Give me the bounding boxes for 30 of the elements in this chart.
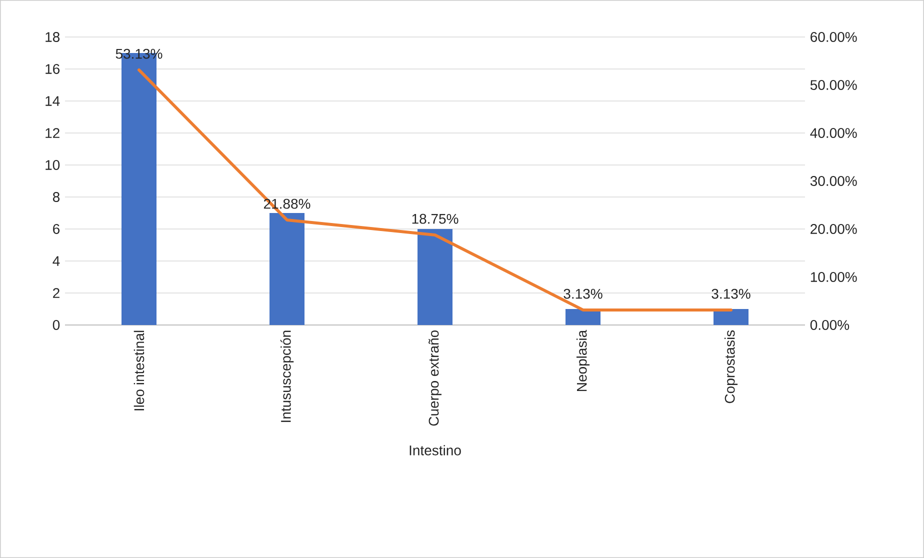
y-tick-label: 16 xyxy=(46,64,60,74)
y-tick-label: 14 xyxy=(46,96,60,106)
y2-tick-label: 40.00% xyxy=(810,128,857,138)
y-tick-label: 6 xyxy=(53,224,60,234)
x-tick-label: Coprostasis xyxy=(724,330,738,404)
x-tick-label: Ileo intestinal xyxy=(134,330,144,410)
y-tick-label: 0 xyxy=(52,320,60,330)
y-tick-label: 8 xyxy=(52,192,60,202)
y-tick-label: 12 xyxy=(46,128,60,138)
bar xyxy=(270,213,305,325)
y-tick-label: 18 xyxy=(46,32,60,42)
x-tick-label: Neoplasia xyxy=(576,330,590,391)
y2-tick-label: 60.00% xyxy=(810,32,857,42)
bar xyxy=(418,229,453,325)
data-label: 3.13% xyxy=(712,288,750,299)
x-axis-title: Intestino xyxy=(410,445,461,456)
data-label: 3.13% xyxy=(564,288,602,299)
bar xyxy=(566,309,601,325)
bar xyxy=(714,309,749,325)
y2-tick-label: 30.00% xyxy=(810,176,857,186)
y-tick-label: 4 xyxy=(52,256,60,266)
y2-tick-label: 0.00% xyxy=(810,320,850,330)
y2-tick-label: 50.00% xyxy=(810,80,857,90)
data-label: 18.75% xyxy=(412,214,458,224)
y2-tick-label: 10.00% xyxy=(810,272,857,282)
y-tick-label: 10 xyxy=(46,160,60,170)
x-tick-label: Intususcepción xyxy=(280,330,294,422)
y-tick-label: 2 xyxy=(53,288,60,298)
y2-tick-label: 20.00% xyxy=(810,224,857,234)
x-tick-label: Cuerpo extraño xyxy=(428,330,442,426)
